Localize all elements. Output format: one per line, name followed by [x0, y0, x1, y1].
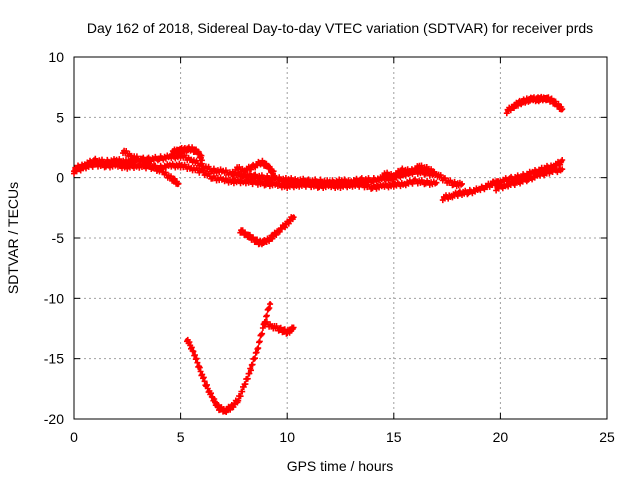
y-tick-label: -10 — [44, 290, 64, 306]
series-mid-spikes — [233, 157, 278, 179]
y-tick-label: -15 — [44, 351, 64, 367]
series-hook-near-8-5h — [237, 214, 297, 248]
series-markers — [120, 147, 182, 188]
x-tick-label: 0 — [70, 429, 78, 445]
x-tick-label: 15 — [386, 429, 402, 445]
grid-lines — [74, 57, 607, 419]
y-tick-label: 0 — [56, 170, 64, 186]
series-lull-14-18h — [380, 162, 465, 190]
series-markers — [380, 162, 465, 190]
x-axis-title: GPS time / hours — [287, 458, 394, 474]
y-tick-label: 5 — [56, 109, 64, 125]
series-main-band-lower — [71, 159, 440, 192]
series-markers — [237, 214, 297, 248]
y-tick-labels: 10 5 0 -5 -10 -15 -20 — [44, 49, 64, 427]
series-deep-dip — [184, 301, 274, 415]
x-tick-label: 5 — [177, 429, 185, 445]
x-tick-labels: 0 5 10 15 20 25 — [70, 429, 615, 445]
y-axis-title: SDTVAR / TECUs — [5, 182, 21, 294]
series-markers — [233, 157, 278, 179]
series-markers — [169, 144, 205, 164]
series-markers — [493, 165, 566, 194]
y-tick-label: 10 — [48, 49, 64, 65]
x-tick-label: 25 — [599, 429, 615, 445]
chart-title: Day 162 of 2018, Sidereal Day-to-day VTE… — [87, 20, 593, 36]
axis-ticks — [73, 56, 608, 420]
series-markers — [503, 93, 566, 117]
data-series — [71, 93, 566, 415]
series-tail-near-9-5h — [260, 318, 297, 337]
series-upper-arc-near-21h — [503, 93, 566, 117]
x-tick-label: 10 — [279, 429, 295, 445]
series-rise-near-20h-lower — [493, 165, 566, 194]
y-tick-label: -5 — [52, 230, 65, 246]
y-tick-label: -20 — [44, 411, 64, 427]
series-markers — [260, 318, 297, 337]
series-spike-near-5h — [169, 144, 205, 164]
x-tick-label: 20 — [493, 429, 509, 445]
series-early-arc — [120, 147, 182, 188]
series-markers — [184, 301, 274, 415]
